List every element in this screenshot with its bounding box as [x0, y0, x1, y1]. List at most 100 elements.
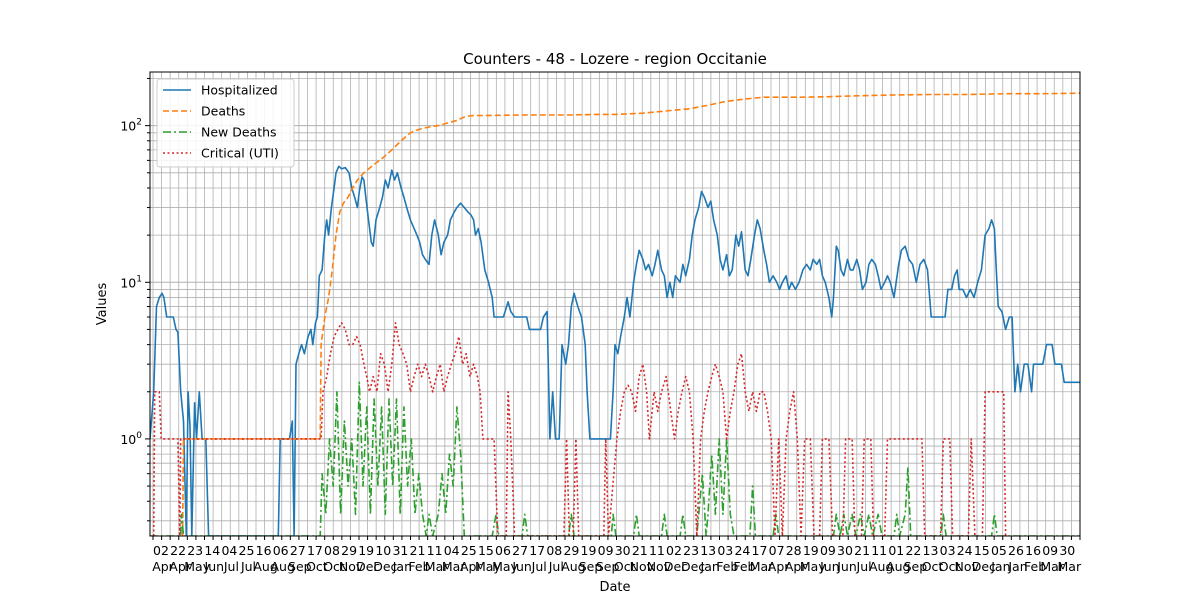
x-tick-day-label: 28 [786, 543, 802, 558]
x-tick-day-label: 22 [905, 543, 921, 558]
x-tick-month-label: Feb [1024, 559, 1046, 574]
x-tick-month-label: Dec [972, 559, 996, 574]
x-tick-month-label: Apr [152, 559, 174, 574]
x-tick-month-label: Feb [716, 559, 738, 574]
x-tick-day-label: 05 [991, 543, 1007, 558]
legend-label: Hospitalized [201, 83, 278, 98]
x-tick-day-label: 04 [444, 543, 460, 558]
plot-frame [149, 71, 1081, 537]
x-tick-day-label: 29 [341, 543, 357, 558]
x-tick-month-label: Oct [306, 559, 328, 574]
x-tick-day-label: 08 [324, 543, 340, 558]
x-tick-month-label: Sep [596, 559, 620, 574]
x-tick-month-label: Feb [733, 559, 755, 574]
x-tick-day-label: 26 [1008, 543, 1024, 558]
x-tick-month-label: Dec [356, 559, 380, 574]
y-axis-ticks: 100 101 102 [120, 77, 150, 522]
x-tick-month-label: Aug [869, 559, 893, 574]
x-tick-month-label: May [800, 559, 826, 574]
x-tick-day-label: 24 [957, 543, 973, 558]
x-tick-month-label: Feb [408, 559, 430, 574]
x-tick-month-label: Jan [1007, 559, 1027, 574]
x-tick-day-label: 22 [170, 543, 186, 558]
x-axis-label: Date [599, 580, 630, 595]
x-tick-day-label: 19 [803, 543, 819, 558]
x-tick-day-label: 31 [392, 543, 408, 558]
series-critical-uti [152, 322, 1007, 536]
x-tick-day-label: 21 [854, 543, 870, 558]
x-tick-month-label: Nov [954, 559, 979, 574]
x-tick-month-label: Oct [939, 559, 961, 574]
legend-label: Deaths [201, 104, 245, 119]
x-tick-month-label: Dec [373, 559, 397, 574]
x-tick-month-label: Jun [836, 559, 857, 574]
x-tick-day-label: 19 [581, 543, 597, 558]
x-tick-day-label: 10 [375, 543, 391, 558]
x-tick-month-label: Nov [630, 559, 655, 574]
x-tick-month-label: Jul [531, 559, 547, 574]
x-tick-month-label: Mar [425, 559, 449, 574]
x-tick-month-label: Aug [253, 559, 277, 574]
x-tick-month-label: Apr [169, 559, 191, 574]
x-tick-day-label: 13 [700, 543, 716, 558]
x-tick-day-label: 23 [683, 543, 699, 558]
x-tick-month-label: Aug [561, 559, 585, 574]
x-tick-month-label: Mar [1040, 559, 1064, 574]
x-tick-month-label: Jun [819, 559, 840, 574]
x-tick-month-label: Oct [323, 559, 345, 574]
x-tick-month-label: Oct [922, 559, 944, 574]
x-tick-day-label: 11 [427, 543, 443, 558]
x-tick-month-label: May [184, 559, 210, 574]
x-tick-month-label: Jan [392, 559, 412, 574]
x-tick-month-label: Jul [548, 559, 564, 574]
x-tick-day-label: 30 [1059, 543, 1075, 558]
x-tick-day-label: 30 [837, 543, 853, 558]
x-tick-day-label: 17 [529, 543, 545, 558]
x-tick-month-label: Mar [1058, 559, 1082, 574]
x-tick-month-label: Jun [204, 559, 225, 574]
y-tick-label: 101 [120, 274, 142, 290]
x-tick-month-label: Dec [681, 559, 705, 574]
series-new-deaths [150, 381, 1080, 536]
x-tick-month-label: Jul [240, 559, 256, 574]
x-tick-month-label: Nov [339, 559, 364, 574]
legend-label: New Deaths [201, 125, 277, 140]
x-tick-month-label: Sep [288, 559, 312, 574]
x-tick-day-label: 09 [820, 543, 836, 558]
x-tick-day-label: 23 [187, 543, 203, 558]
y-axis-label: Values [95, 283, 110, 326]
x-tick-day-label: 30 [615, 543, 631, 558]
x-tick-day-label: 07 [769, 543, 785, 558]
x-tick-month-label: Sep [904, 559, 928, 574]
x-tick-month-label: Jan [990, 559, 1010, 574]
x-tick-day-label: 17 [752, 543, 768, 558]
series-hospitalized [150, 165, 1080, 536]
x-tick-day-label: 27 [512, 543, 528, 558]
x-tick-month-label: May [475, 559, 501, 574]
x-tick-month-label: Mar [442, 559, 466, 574]
x-axis-ticks: 02 22 23 14 04 25 16 06 27 17 08 29 19 10 31 21 11 04 25 15… [152, 536, 1082, 574]
x-tick-month-label: Oct [614, 559, 636, 574]
x-tick-day-label: 24 [734, 543, 750, 558]
x-tick-day-label: 15 [478, 543, 494, 558]
x-tick-day-label: 15 [974, 543, 990, 558]
x-tick-day-label: 06 [495, 543, 511, 558]
series-deaths [181, 92, 1080, 536]
x-tick-day-label: 11 [871, 543, 887, 558]
x-tick-month-label: May [492, 559, 518, 574]
x-tick-day-label: 13 [923, 543, 939, 558]
x-tick-day-label: 01 [888, 543, 904, 558]
x-tick-month-label: Sep [579, 559, 603, 574]
x-tick-month-label: Mar [750, 559, 774, 574]
x-tick-day-label: 27 [290, 543, 306, 558]
x-tick-day-label: 11 [649, 543, 665, 558]
y-tick-label: 100 [120, 431, 142, 447]
legend-label: Critical (UTI) [201, 146, 279, 161]
x-tick-day-label: 17 [307, 543, 323, 558]
x-tick-day-label: 19 [358, 543, 374, 558]
x-tick-day-label: 02 [153, 543, 169, 558]
x-tick-day-label: 09 [598, 543, 614, 558]
x-tick-month-label: Jun [511, 559, 532, 574]
x-tick-month-label: Dec [664, 559, 688, 574]
